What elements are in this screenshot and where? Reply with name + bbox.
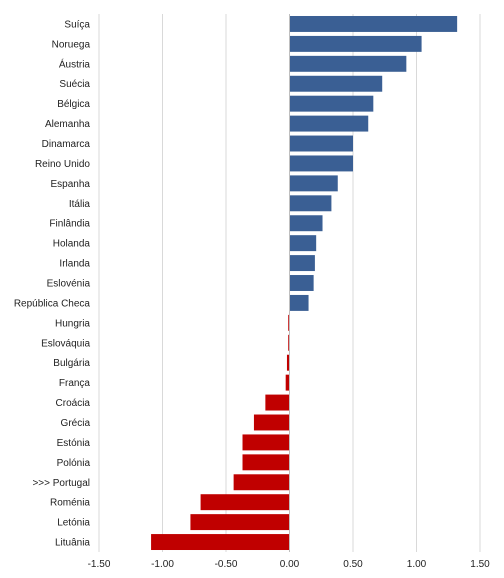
category-label: Noruega: [52, 39, 91, 50]
bar: [286, 354, 290, 371]
category-label: Holanda: [53, 239, 91, 250]
bar: [289, 294, 309, 311]
category-label: Lituânia: [55, 538, 90, 549]
category-label: Polónia: [57, 458, 91, 469]
category-label: República Checa: [14, 298, 91, 309]
bar: [289, 195, 332, 212]
bar: [253, 414, 290, 431]
bar: [289, 135, 353, 152]
bar: [289, 275, 314, 291]
category-label: Alemanha: [45, 119, 90, 130]
bar: [289, 75, 383, 92]
x-tick-label: 1.50: [470, 559, 490, 570]
category-label: Dinamarca: [42, 139, 91, 150]
category-label: França: [59, 378, 91, 389]
bar: [289, 175, 338, 192]
x-tick-label: -1.00: [151, 559, 174, 570]
category-label: Reino Unido: [35, 159, 90, 170]
x-tick-labels: -1.50 -1.00 -0.50 0.00 0.50 1.00 1.50: [88, 559, 491, 570]
bar: [289, 115, 369, 132]
category-label: Bulgária: [53, 358, 90, 369]
bar: [265, 394, 290, 411]
bar: [289, 215, 323, 232]
category-label: Grécia: [61, 418, 91, 429]
category-label: Itália: [69, 199, 91, 210]
x-tick-label: -1.50: [88, 559, 111, 570]
category-labels: Suíça Noruega Áustria Suécia Bélgica Alemanha…: [14, 19, 91, 548]
bars: [151, 15, 458, 551]
bar: [289, 15, 458, 32]
category-label: Letónia: [57, 518, 90, 529]
x-tick-label: 0.00: [280, 559, 300, 570]
bar: [289, 255, 315, 272]
category-label: Bélgica: [57, 99, 90, 110]
bar: [288, 334, 290, 351]
bar: [151, 534, 290, 551]
category-label: Hungria: [55, 318, 90, 329]
category-label: Croácia: [56, 398, 91, 409]
bar: [233, 474, 290, 491]
x-tick-label: -0.50: [215, 559, 238, 570]
category-label: Eslovénia: [47, 279, 91, 290]
category-label: Espanha: [51, 179, 91, 190]
bar: [288, 314, 290, 331]
x-tick-label: 1.00: [407, 559, 427, 570]
x-tick-label: 0.50: [343, 559, 363, 570]
category-label: Estónia: [57, 438, 91, 449]
bar: [285, 374, 290, 391]
bar: [289, 35, 422, 52]
bar: [289, 155, 353, 172]
category-label: Irlanda: [59, 259, 90, 270]
bar: [200, 494, 290, 511]
category-label: Suécia: [59, 79, 90, 90]
category-label: Eslováquia: [41, 338, 90, 349]
category-label: Áustria: [59, 57, 91, 70]
category-label: Roménia: [50, 498, 90, 509]
bar: [190, 514, 290, 531]
bar: [289, 235, 317, 252]
category-label: >>> Portugal: [32, 478, 90, 489]
bar: [289, 95, 374, 112]
bar: [242, 454, 290, 471]
bar: [289, 55, 407, 72]
category-label: Suíça: [64, 19, 90, 30]
category-label: Finlândia: [49, 219, 90, 230]
bar: [242, 434, 290, 451]
